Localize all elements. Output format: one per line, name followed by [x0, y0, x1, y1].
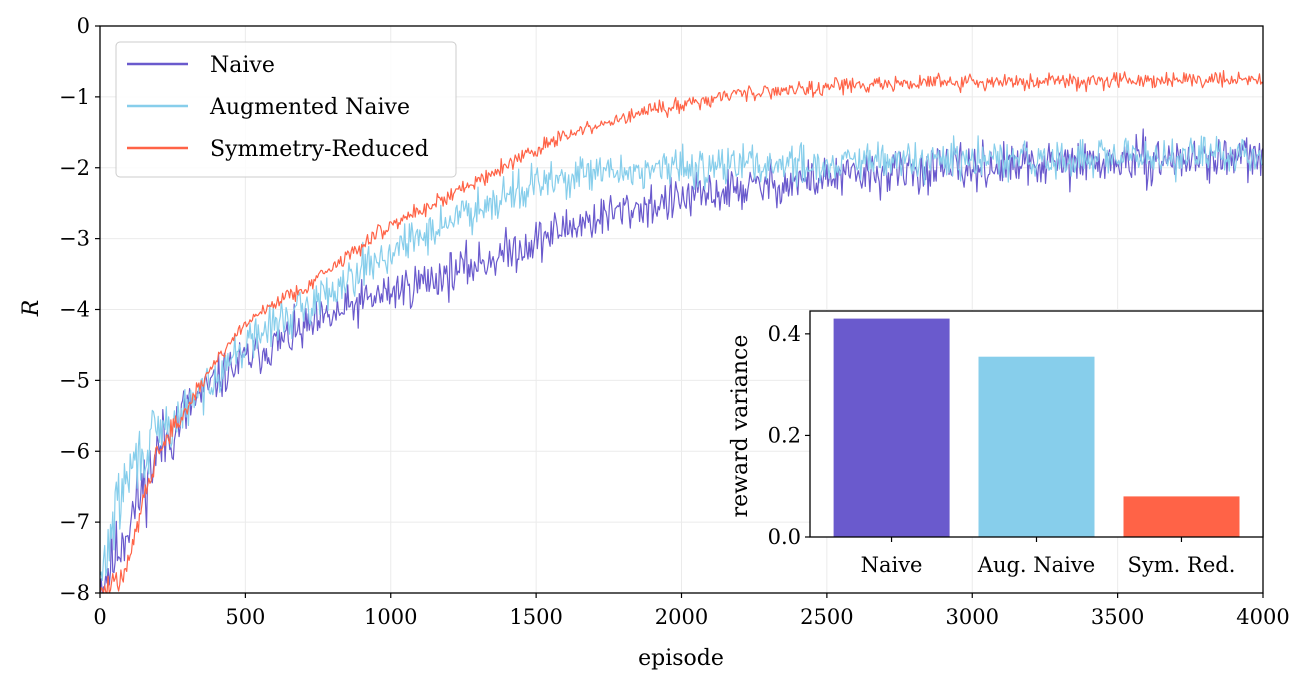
legend-label-naive: Naive [210, 53, 275, 78]
main-axis-ticks: 0 500 1000 1500 2000 2500 3000 3500 4000 0 −1 −2 −3 −… [59, 14, 1290, 629]
y-tick-label: −6 [59, 439, 90, 463]
inset-y-tick-label: 0.2 [768, 423, 801, 447]
y-tick-label: −8 [59, 581, 90, 605]
main-series-layer [99, 69, 1264, 594]
inset-y-axis-title: reward variance [728, 335, 753, 518]
legend-label-symmetry-reduced: Symmetry-Reduced [210, 137, 429, 162]
x-tick-label: 3500 [1091, 605, 1144, 629]
y-tick-label: −7 [59, 510, 90, 534]
inset-x-tick-label: Naive [861, 553, 923, 577]
inset-y-tick-label: 0.4 [768, 322, 801, 346]
series-line-naive [99, 128, 1264, 594]
series-line-symmetry-reduced [99, 69, 1264, 594]
y-tick-label: 0 [77, 14, 90, 38]
y-tick-label: −4 [59, 298, 90, 322]
y-axis-title: R [19, 300, 44, 318]
bar-naive [833, 318, 950, 537]
inset-x-tick-label: Sym. Red. [1128, 553, 1236, 577]
legend: Naive Augmented Naive Symmetry-Reduced [115, 41, 457, 178]
series-line-augmented-naive [99, 135, 1264, 582]
x-tick-label: 3000 [946, 605, 999, 629]
y-tick-label: −5 [59, 368, 90, 392]
y-tick-label: −3 [59, 227, 90, 251]
x-tick-label: 4000 [1236, 605, 1289, 629]
bar-aug-naive [978, 356, 1095, 537]
x-tick-label: 2500 [800, 605, 853, 629]
y-tick-label: −1 [59, 85, 90, 109]
x-axis-title: episode [638, 646, 724, 671]
inset-bar-chart: Naive Aug. Naive Sym. Red. 0.0 0.2 0.4 reward… [728, 310, 1264, 577]
legend-label-augmented-naive: Augmented Naive [209, 95, 410, 120]
inset-axis-ticks: Naive Aug. Naive Sym. Red. 0.0 0.2 0.4 [768, 322, 1236, 577]
x-tick-label: 0 [93, 605, 106, 629]
inset-x-tick-label: Aug. Naive [977, 553, 1095, 577]
legend-box [115, 41, 457, 178]
x-tick-label: 500 [225, 605, 265, 629]
inset-bars [833, 318, 1240, 537]
inset-y-tick-label: 0.0 [768, 525, 801, 549]
y-tick-label: −2 [59, 156, 90, 180]
x-tick-label: 1500 [509, 605, 562, 629]
bar-sym-red [1123, 496, 1240, 537]
x-tick-label: 1000 [364, 605, 417, 629]
x-tick-label: 2000 [655, 605, 708, 629]
